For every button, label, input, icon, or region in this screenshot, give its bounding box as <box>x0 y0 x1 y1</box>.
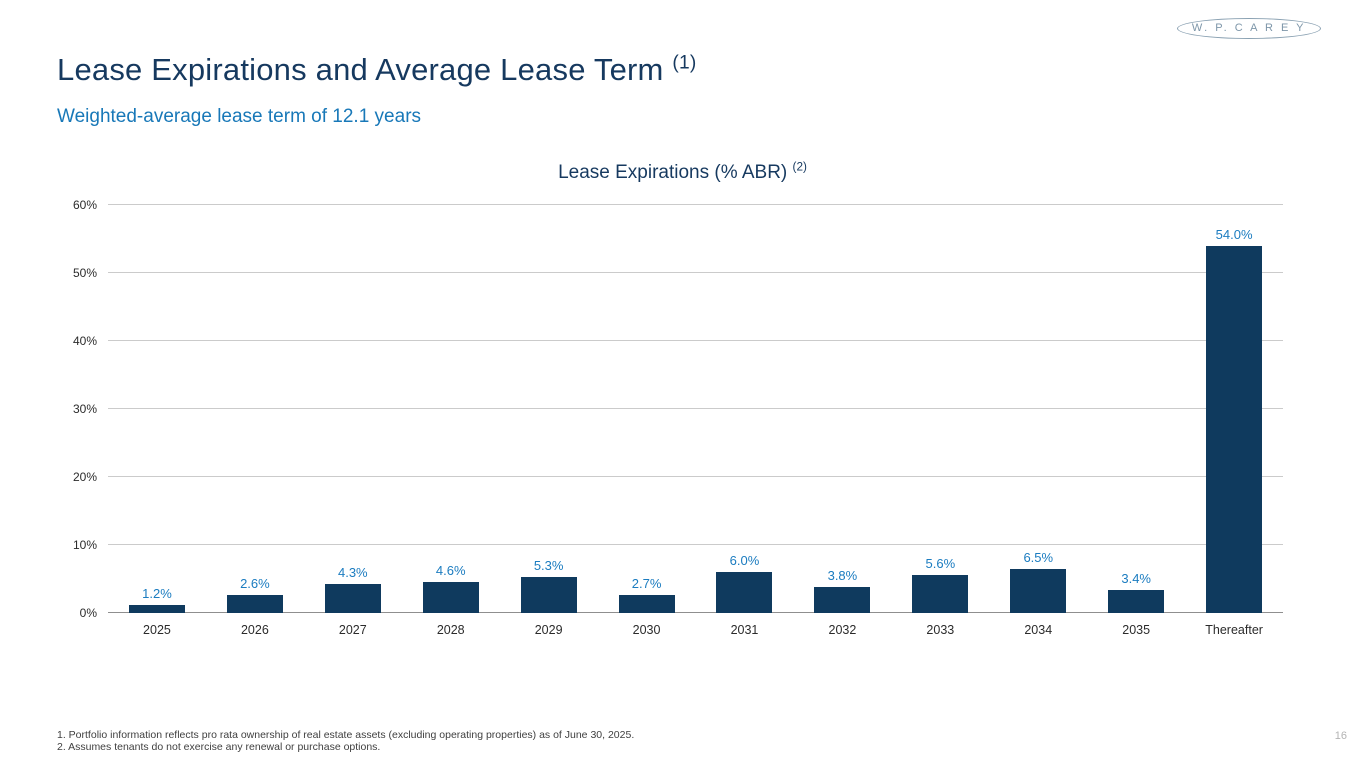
gridline <box>108 204 1283 205</box>
footnotes: 1. Portfolio information reflects pro ra… <box>57 729 634 754</box>
x-axis-label: 2030 <box>632 623 661 637</box>
bar-value-label: 54.0% <box>1215 226 1253 242</box>
bar-column: 3.8% <box>793 205 891 613</box>
footnote-1: 1. Portfolio information reflects pro ra… <box>57 729 635 741</box>
bar <box>1206 245 1263 613</box>
x-axis-label: 2032 <box>828 623 857 637</box>
y-axis-label: 10% <box>72 538 97 553</box>
bar <box>1010 568 1067 613</box>
bars-layer: 1.2% 2.6% 4.3% 4.6% 5.3% 2.7% 6.0% 3.8% 5.6% 6.5%… <box>108 205 1283 613</box>
page-title: Lease Expirations and Average Lease Term… <box>57 52 697 88</box>
bar-column: 5.3% <box>500 205 598 613</box>
bar <box>324 583 381 613</box>
bar <box>128 604 185 613</box>
y-axis-label: 60% <box>72 198 97 212</box>
gridline <box>108 408 1283 409</box>
bar-value-label: 2.6% <box>240 576 270 592</box>
bar-column: 5.6% <box>891 205 989 613</box>
y-axis-label: 30% <box>72 402 97 416</box>
bar-column: 2.7% <box>598 205 696 613</box>
x-axis-label: 2031 <box>730 623 759 637</box>
chart-title-footnote-ref: (2) <box>792 160 807 174</box>
y-axis-label: 50% <box>72 266 97 280</box>
bar-value-label: 3.8% <box>827 568 858 584</box>
bar <box>618 594 675 613</box>
gridline <box>108 272 1283 273</box>
bar-column: 6.0% <box>696 205 794 613</box>
bar-column: 4.3% <box>304 205 402 613</box>
bar-chart-plot-area: 0% 10% 20% 30% 40% 50% 60% 1.2% 2.6% 4.3% 4.6% 5.3… <box>73 198 1283 637</box>
page-subtitle: Weighted-average lease term of 12.1 year… <box>57 106 422 127</box>
bar-value-label: 4.3% <box>337 564 368 580</box>
x-axis-label: 2025 <box>143 623 171 637</box>
bar-value-label: 6.0% <box>729 553 760 569</box>
chart-title-text: Lease Expirations (% ABR) <box>558 162 788 183</box>
gridline <box>108 544 1283 546</box>
x-axis-label: 2028 <box>436 623 465 637</box>
bar-value-label: 6.5% <box>1023 549 1054 565</box>
bar-column: 3.4% <box>1087 205 1185 613</box>
page-number: 16 <box>1334 730 1347 742</box>
bar <box>1108 589 1165 613</box>
x-axis-label: 2027 <box>338 623 367 637</box>
x-axis-label: Thereafter <box>1205 623 1263 637</box>
bar <box>912 574 969 613</box>
chart-title: Lease Expirations (% ABR) (2) <box>0 160 1365 184</box>
footnote-2: 2. Assumes tenants do not exercise any r… <box>57 741 381 754</box>
bar-value-label: 2.7% <box>631 575 662 591</box>
bar-column: 4.6% <box>402 205 500 613</box>
x-axis-label: 2034 <box>1024 623 1053 637</box>
y-axis-label: 20% <box>72 470 97 485</box>
bar-value-label: 5.3% <box>533 557 564 573</box>
page-title-footnote-ref: (1) <box>672 52 697 74</box>
wp-carey-logo-text: W. P. C A R E Y <box>1191 22 1306 34</box>
bar-column: 54.0% <box>1185 205 1283 613</box>
bar-value-label: 1.2% <box>142 585 172 601</box>
gridline <box>108 340 1283 342</box>
page-title-text: Lease Expirations and Average Lease Term <box>57 52 664 87</box>
bar-value-label: 4.6% <box>435 562 466 578</box>
bar-column: 6.5% <box>989 205 1087 613</box>
x-axis-label: 2033 <box>926 623 955 637</box>
wp-carey-logo: W. P. C A R E Y <box>1176 18 1321 39</box>
x-axis-label: 2035 <box>1122 623 1151 637</box>
bar <box>814 587 871 613</box>
bar-value-label: 5.6% <box>925 555 956 571</box>
x-axis-label: 2026 <box>240 623 269 637</box>
x-axis: 2025 2026 2027 2028 2029 2030 2031 2032 2033 2034… <box>108 623 1283 637</box>
bar-column: 2.6% <box>206 205 304 613</box>
gridline <box>108 476 1283 478</box>
bar <box>520 576 577 613</box>
bar <box>422 581 479 613</box>
y-axis-label: 40% <box>72 334 97 349</box>
bar <box>226 595 283 613</box>
bar <box>716 572 773 613</box>
bar-column: 1.2% <box>108 205 206 613</box>
bar-value-label: 3.4% <box>1121 570 1151 586</box>
x-axis-label: 2029 <box>534 623 563 637</box>
gridline <box>108 612 1283 613</box>
y-axis-label: 0% <box>79 606 97 620</box>
